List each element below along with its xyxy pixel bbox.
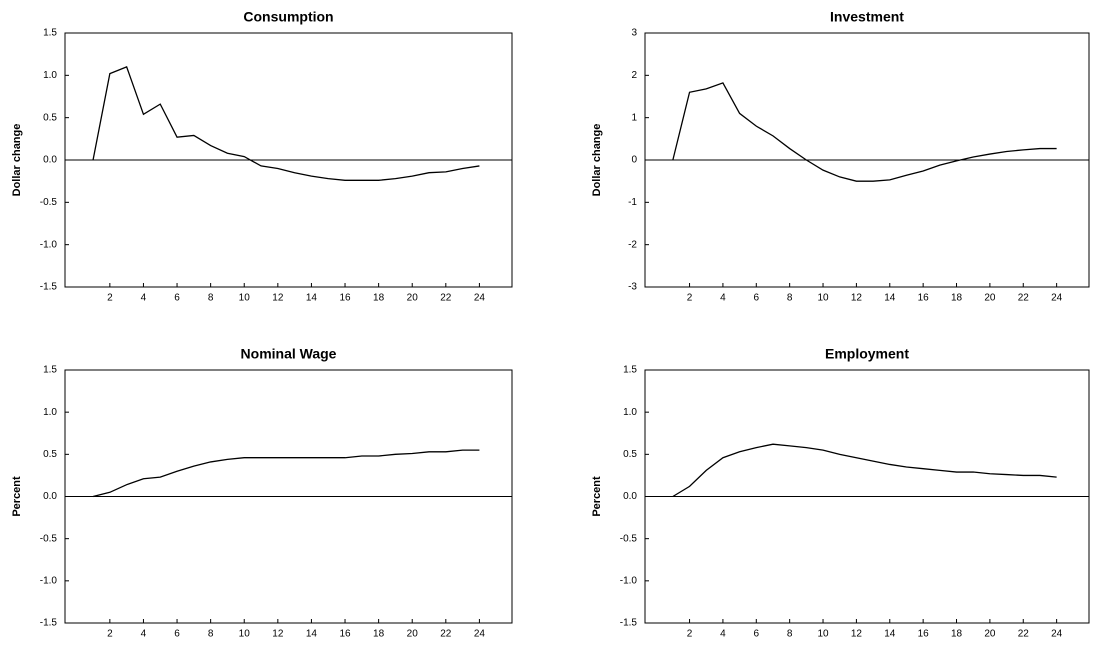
y-tick-label: -1.5 [40,618,58,629]
y-tick-label: -1.0 [620,575,638,586]
chart-title: Consumption [243,9,333,25]
x-tick-label: 6 [754,629,760,640]
y-tick-label: -1.5 [620,618,638,629]
x-tick-label: 16 [339,629,351,640]
x-tick-label: 14 [306,629,318,640]
series-line [92,449,480,498]
x-tick-label: 4 [720,293,726,304]
chart-title: Nominal Wage [241,346,337,362]
y-tick-label: 0 [631,155,637,166]
y-tick-label: 1.5 [43,28,57,39]
x-tick-label: 2 [107,293,113,304]
y-tick-label: 2 [631,70,637,81]
y-tick-label: 1.0 [623,407,637,418]
x-tick-label: 10 [817,629,829,640]
x-tick-label: 24 [1051,293,1063,304]
x-tick-label: 10 [239,629,251,640]
y-tick-label: -0.5 [620,533,638,544]
x-tick-label: 10 [239,293,251,304]
y-tick-label: 0.5 [623,449,637,460]
x-tick-label: 20 [407,629,419,640]
x-tick-label: 4 [141,293,147,304]
x-tick-label: 10 [817,293,829,304]
x-tick-label: 2 [107,629,113,640]
x-tick-label: 20 [984,293,996,304]
x-tick-label: 24 [1051,629,1063,640]
y-tick-label: 1 [631,112,637,123]
x-tick-label: 18 [373,629,385,640]
y-tick-label: 1.0 [43,70,57,81]
x-tick-label: 12 [272,629,284,640]
x-tick-label: 18 [951,629,963,640]
x-tick-label: 12 [851,293,863,304]
x-tick-label: 4 [720,629,726,640]
x-tick-label: 6 [174,293,180,304]
x-tick-label: 24 [474,629,486,640]
x-tick-label: 14 [884,293,896,304]
x-tick-label: 16 [339,293,351,304]
y-tick-label: 1.5 [43,365,57,376]
x-tick-label: 8 [208,629,214,640]
x-tick-label: 2 [687,629,693,640]
y-tick-label: -1 [628,197,637,208]
x-tick-label: 22 [1018,629,1030,640]
y-tick-label: 0.5 [43,449,57,460]
x-tick-label: 22 [440,293,452,304]
x-tick-label: 18 [951,293,963,304]
x-tick-label: 22 [440,629,452,640]
y-tick-label: -1.0 [40,575,58,586]
x-tick-label: 18 [373,293,385,304]
x-tick-label: 8 [787,629,793,640]
y-tick-label: 3 [631,28,637,39]
x-tick-label: 20 [407,293,419,304]
x-tick-label: 6 [174,629,180,640]
y-tick-label: 0.0 [43,155,57,166]
x-tick-label: 12 [272,293,284,304]
x-tick-label: 8 [787,293,793,304]
series-line [672,82,1057,182]
series-line [672,443,1057,498]
y-tick-label: -1.0 [40,239,58,250]
y-tick-label: 1.5 [623,365,637,376]
y-tick-label: -2 [628,239,637,250]
y-tick-label: -0.5 [40,197,58,208]
y-axis-label: Dollar change [11,124,23,197]
y-tick-label: -0.5 [40,533,58,544]
x-tick-label: 16 [918,629,930,640]
x-tick-label: 14 [306,293,318,304]
x-tick-label: 16 [918,293,930,304]
y-tick-label: 0.5 [43,112,57,123]
y-tick-label: -3 [628,282,637,293]
x-tick-label: 24 [474,293,486,304]
y-tick-label: 0.0 [623,491,637,502]
y-axis-label: Percent [11,476,23,517]
y-axis-label: Percent [591,476,603,517]
x-tick-label: 22 [1018,293,1030,304]
y-axis-label: Dollar change [591,124,603,197]
x-tick-label: 12 [851,629,863,640]
x-tick-label: 4 [141,629,147,640]
y-tick-label: -1.5 [40,282,58,293]
x-tick-label: 20 [984,629,996,640]
x-tick-label: 6 [754,293,760,304]
series-line [92,66,480,181]
x-tick-label: 8 [208,293,214,304]
chart-title: Employment [825,346,909,362]
chart-title: Investment [830,9,904,25]
x-tick-label: 2 [687,293,693,304]
y-tick-label: 0.0 [43,491,57,502]
y-tick-label: 1.0 [43,407,57,418]
x-tick-label: 14 [884,629,896,640]
